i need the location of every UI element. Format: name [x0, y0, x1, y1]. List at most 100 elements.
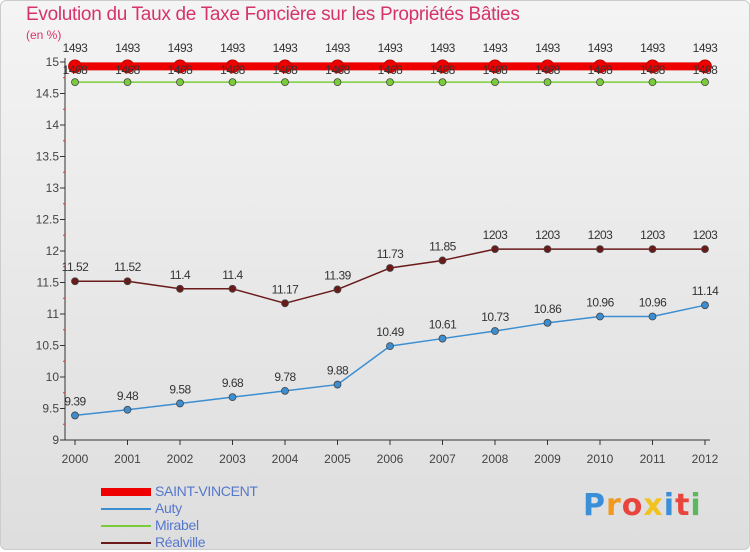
data-point-mirabel [648, 78, 657, 87]
x-tick-label: 2000 [62, 452, 89, 466]
logo-letter: P [583, 488, 606, 523]
data-label-mirabel: 1468 [588, 63, 614, 77]
data-label-mirabel: 1468 [693, 63, 719, 77]
data-label-mirabel: 1468 [325, 63, 351, 77]
data-label-realville: 11.39 [324, 268, 351, 282]
data-label-mirabel: 1468 [483, 63, 509, 77]
y-tick-label: 12.5 [36, 213, 60, 227]
y-axis-unit-label: (en %) [26, 28, 62, 42]
chart-title: Evolution du Taux de Taxe Foncière sur l… [26, 4, 520, 25]
data-point-saint-vincent [330, 59, 345, 74]
data-point-mirabel [438, 78, 447, 87]
data-point-realville [123, 277, 132, 286]
data-point-auty [281, 386, 289, 395]
legend-label-auty: Auty [155, 500, 182, 516]
data-point-realville [71, 277, 79, 286]
data-point-mirabel [596, 78, 604, 87]
data-point-auty [701, 301, 709, 310]
data-label-realville: 11.4 [170, 268, 191, 282]
data-label-mirabel: 1468 [378, 63, 404, 77]
y-tick-label: 13.5 [36, 150, 60, 164]
data-label-mirabel: 1468 [168, 63, 194, 77]
data-label-realville: 1203 [588, 228, 614, 242]
legend-label-mirabel: Mirabel [155, 517, 199, 533]
data-point-saint-vincent [120, 59, 135, 74]
y-tick-label: 13 [46, 181, 60, 195]
proxiti-logo: Proxiti [583, 488, 702, 523]
data-point-mirabel [228, 78, 237, 87]
x-tick-label: 2007 [429, 452, 456, 466]
data-label-saint-vincent: 1493 [483, 41, 509, 55]
data-point-auty [71, 411, 79, 420]
data-label-auty: 9.68 [222, 376, 244, 390]
data-point-realville [333, 285, 342, 294]
data-point-auty [596, 312, 604, 321]
legend-swatch-auty [101, 508, 151, 510]
data-label-auty: 10.73 [481, 310, 509, 324]
data-label-auty: 10.96 [639, 296, 667, 310]
data-point-mirabel [71, 78, 79, 87]
data-label-saint-vincent: 1493 [693, 41, 719, 55]
data-point-mirabel [281, 78, 289, 87]
data-label-saint-vincent: 1493 [220, 41, 246, 55]
data-point-realville [701, 245, 709, 254]
data-point-realville [228, 284, 237, 293]
x-tick-label: 2010 [587, 452, 614, 466]
y-tick-label: 14 [46, 118, 60, 132]
y-tick-label: 11 [47, 307, 60, 321]
data-label-auty: 9.58 [169, 382, 191, 396]
data-label-realville: 11.17 [272, 282, 299, 296]
legend-swatch-mirabel [101, 525, 151, 527]
data-point-saint-vincent [278, 59, 292, 74]
axes: 9 9.5 10 10.5 11 11.5 12 12.5 13 13.5 14 14.5 15 2000… [36, 55, 719, 466]
data-label-realville: 11.73 [377, 247, 404, 261]
data-label-mirabel: 1468 [430, 63, 456, 77]
data-point-auty [333, 380, 342, 389]
x-tick-label: 2003 [219, 452, 246, 466]
data-label-realville: 11.52 [62, 260, 89, 274]
data-labels: 1493 1493 1493 1493 1493 1493 1493 1493 1493 1493… [62, 41, 720, 408]
data-point-saint-vincent [173, 59, 187, 74]
data-label-auty: 10.86 [534, 302, 562, 316]
data-point-auty [176, 399, 184, 408]
data-point-saint-vincent [383, 59, 397, 74]
x-tick-label: 2011 [640, 452, 666, 466]
data-label-auty: 9.78 [274, 370, 296, 384]
data-point-saint-vincent [488, 59, 502, 74]
data-label-auty: 9.39 [64, 394, 86, 408]
logo-letter: t [675, 488, 691, 523]
data-label-realville: 1203 [640, 228, 666, 242]
data-point-saint-vincent [645, 59, 660, 74]
x-tick-label: 2005 [324, 452, 351, 466]
data-point-auty [123, 405, 132, 414]
data-label-auty: 10.61 [429, 318, 457, 332]
data-label-saint-vincent: 1493 [430, 41, 456, 55]
legend-swatch-saint-vincent [101, 488, 151, 496]
data-point-saint-vincent [593, 59, 607, 74]
logo-letter: i [690, 488, 702, 523]
x-tick-label: 2012 [692, 452, 719, 466]
x-tick-label: 2002 [167, 452, 194, 466]
x-tick-label: 2004 [272, 452, 299, 466]
y-tick-label: 10.5 [36, 339, 60, 353]
data-label-mirabel: 1468 [640, 63, 666, 77]
data-point-realville [648, 245, 657, 254]
data-point-auty [648, 312, 657, 321]
data-point-saint-vincent [540, 59, 555, 74]
series-lines [68, 59, 712, 420]
legend-label-saint-vincent: SAINT-VINCENT [155, 483, 258, 499]
data-label-mirabel: 1468 [63, 63, 89, 77]
logo-letter: i [663, 488, 676, 523]
data-label-realville: 1203 [535, 228, 561, 242]
data-point-realville [596, 245, 604, 254]
data-label-saint-vincent: 1493 [640, 41, 666, 55]
data-label-realville: 1203 [693, 228, 719, 242]
logo-letter: x [643, 488, 664, 523]
data-point-mirabel [701, 78, 709, 87]
data-point-mirabel [543, 78, 552, 87]
data-label-saint-vincent: 1493 [168, 41, 194, 55]
x-tick-label: 2001 [114, 452, 141, 466]
data-point-realville [386, 264, 394, 272]
